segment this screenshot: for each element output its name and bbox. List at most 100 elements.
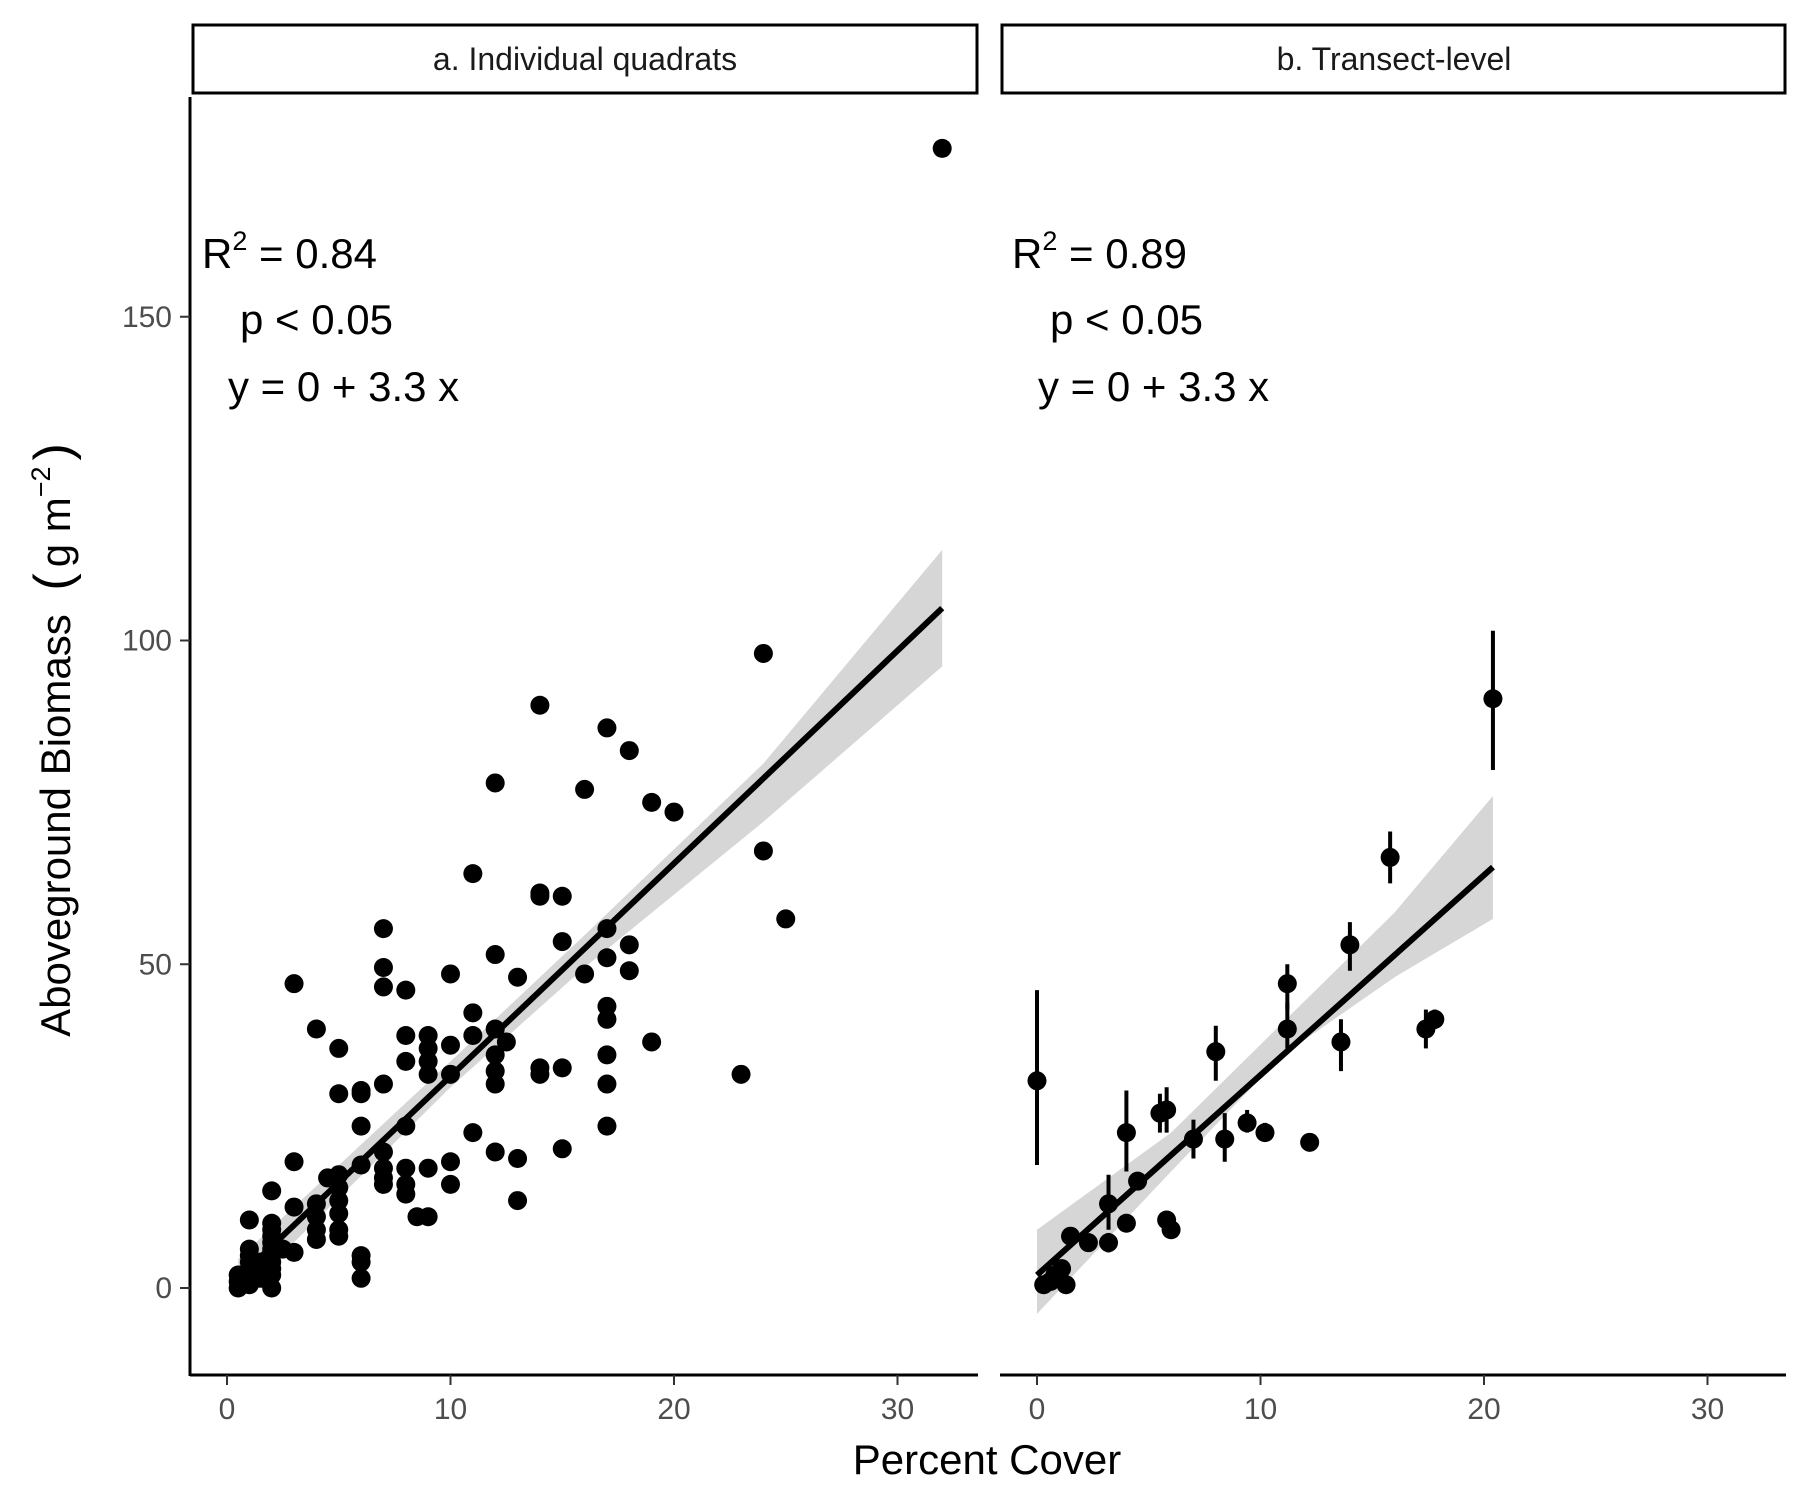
data-point [441, 1174, 460, 1194]
data-point [1331, 1032, 1351, 1052]
panel-b-r2-value: = 0.89 [1057, 230, 1187, 277]
panel-a-y-ticks: 0 50 100 150 [122, 301, 190, 1305]
data-point [284, 1242, 304, 1262]
panel-b-r2-prefix: R [1012, 230, 1042, 277]
data-point [1078, 1233, 1098, 1253]
data-point [485, 1045, 505, 1065]
panel-b-strip [1000, 23, 1787, 95]
data-point [1300, 1132, 1320, 1152]
data-point [731, 1064, 751, 1084]
x-tick-label: 0 [1029, 1393, 1046, 1426]
data-point [1056, 1275, 1076, 1295]
data-point [351, 1246, 371, 1266]
data-point [284, 974, 304, 994]
data-point [1215, 1129, 1235, 1149]
data-point [284, 1152, 304, 1172]
data-point [597, 996, 617, 1016]
y-tick-label: 150 [122, 301, 172, 334]
data-point [932, 138, 952, 158]
panel-b-p-value: p < 0.05 [1050, 296, 1203, 343]
data-point [597, 1116, 617, 1136]
data-point [1206, 1042, 1226, 1062]
data-point [262, 1213, 282, 1233]
data-point [552, 886, 572, 906]
data-point [396, 1174, 416, 1194]
svg-text:Aboveground Biomass (g: Aboveground Biomass (g m−2) [24, 443, 82, 1037]
y-axis-title-unit: g m [32, 497, 79, 567]
data-point [597, 1074, 617, 1094]
x-tick-label: 20 [1467, 1393, 1500, 1426]
x-tick-label: 30 [1691, 1393, 1724, 1426]
panel-b-r2-sup: 2 [1042, 226, 1057, 256]
data-point [776, 909, 796, 929]
panel-a-points [228, 138, 952, 1298]
data-point [463, 864, 483, 884]
x-tick-label: 10 [1244, 1393, 1277, 1426]
data-point [262, 1181, 282, 1201]
data-point [1027, 1071, 1047, 1091]
y-tick-label: 50 [139, 948, 172, 981]
panel-a-strip [191, 23, 979, 95]
data-point [306, 1019, 326, 1039]
data-point [329, 1038, 349, 1058]
data-point [1161, 1220, 1181, 1240]
data-point [485, 1019, 505, 1039]
data-point [530, 1058, 550, 1078]
data-point [329, 1220, 349, 1240]
svg-text:R2 = 0.89: R2 = 0.89 [1012, 226, 1187, 277]
data-point [619, 741, 639, 761]
data-point [1483, 689, 1503, 709]
panel-a-p-value: p < 0.05 [240, 296, 393, 343]
data-point [664, 802, 684, 822]
data-point [597, 948, 617, 968]
data-point [552, 1139, 572, 1159]
data-point [642, 792, 662, 812]
data-point [1099, 1233, 1119, 1253]
panel-a-x-ticks: 0 10 20 30 [219, 1375, 914, 1426]
data-point [418, 1207, 438, 1227]
data-point [1255, 1123, 1275, 1143]
data-point [597, 718, 617, 738]
panel-a-equation: y = 0 + 3.3 x [228, 363, 459, 410]
regression-line [1034, 864, 1495, 1278]
data-point [1157, 1100, 1177, 1120]
data-point [530, 883, 550, 903]
data-point [1237, 1113, 1257, 1133]
panel-b-confidence-band [1037, 795, 1493, 1314]
data-point [1340, 935, 1360, 955]
data-point [642, 1032, 662, 1052]
data-point [485, 1061, 505, 1081]
x-tick-label: 10 [434, 1393, 467, 1426]
data-point [485, 773, 505, 793]
data-point [1425, 1009, 1445, 1029]
data-point [463, 1123, 483, 1143]
data-point [284, 1197, 304, 1217]
panel-a-r2-prefix: R [202, 230, 232, 277]
data-point [575, 964, 595, 984]
x-tick-label: 20 [657, 1393, 690, 1426]
panel-b-x-ticks: 0 10 20 30 [1029, 1375, 1724, 1426]
panel-a-stats: R2 = 0.84 p < 0.05 y = 0 + 3.3 x [202, 226, 459, 410]
data-point [463, 1003, 483, 1023]
data-point [351, 1268, 371, 1288]
data-point [441, 1035, 460, 1055]
data-point [552, 932, 572, 952]
data-point [463, 1025, 483, 1045]
data-point [441, 964, 460, 984]
data-point [351, 1081, 371, 1101]
data-point [1052, 1259, 1072, 1279]
data-point [351, 1116, 371, 1136]
x-tick-label: 0 [219, 1393, 236, 1426]
panel-b-equation: y = 0 + 3.3 x [1038, 363, 1269, 410]
panel-b-fit-line [1034, 864, 1495, 1278]
y-tick-label: 0 [155, 1272, 172, 1305]
data-point [485, 945, 505, 965]
data-point [418, 1025, 438, 1045]
data-point [373, 1158, 393, 1178]
panel-b-stats: R2 = 0.89 p < 0.05 y = 0 + 3.3 x [1012, 226, 1269, 410]
data-point [396, 1025, 416, 1045]
panel-a-title: a. Individual quadrats [433, 41, 737, 77]
data-point [1380, 847, 1400, 867]
panel-b-title: b. Transect-level [1277, 41, 1512, 77]
